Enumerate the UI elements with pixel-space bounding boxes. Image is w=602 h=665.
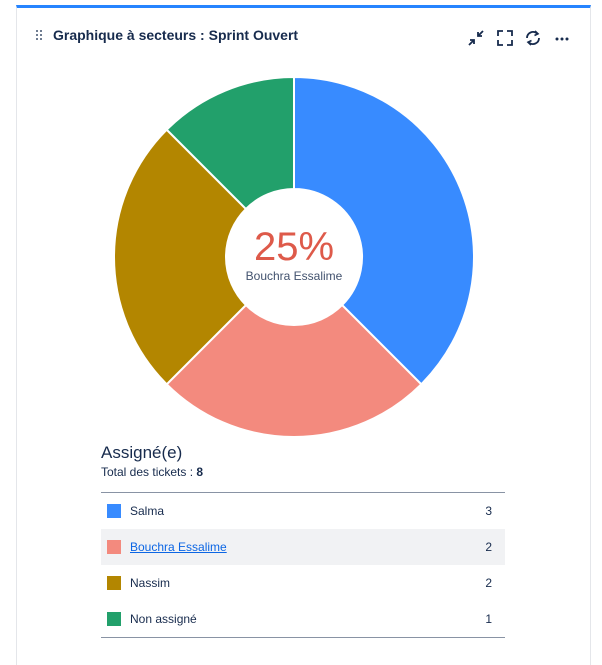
pie-slice-nassim[interactable]	[113, 128, 248, 386]
legend-count: 1	[485, 612, 492, 626]
center-percent: 25%	[253, 225, 335, 269]
refresh-icon[interactable]	[524, 29, 542, 47]
minimize-icon[interactable]	[467, 29, 485, 47]
pie-slice-bouchra-essalime[interactable]	[165, 303, 423, 438]
legend-row-non-assigne[interactable]: Non assigné 1	[101, 601, 505, 637]
legend-swatch	[107, 576, 121, 590]
legend-label: Non assigné	[130, 612, 197, 626]
pie-slice-non-assigné[interactable]	[165, 75, 295, 211]
legend-label: Salma	[130, 504, 165, 518]
legend-row-bouchra-essalime[interactable]: Bouchra Essalime 2	[101, 529, 505, 565]
legend-total: Total des tickets : 8	[101, 465, 203, 479]
total-label: Total des tickets :	[101, 465, 197, 479]
fullscreen-icon[interactable]	[496, 29, 514, 47]
legend-row-salma[interactable]: Salma 3	[101, 493, 505, 529]
drag-handle-icon[interactable]	[36, 30, 44, 42]
gadget-header: Graphique à secteurs : Sprint Ouvert	[17, 8, 590, 64]
legend-swatch	[107, 540, 121, 554]
legend-link[interactable]: Bouchra Essalime	[130, 540, 227, 554]
legend-count: 3	[485, 504, 492, 518]
pie-slice-salma[interactable]	[293, 75, 475, 386]
legend-row-nassim[interactable]: Nassim 2	[101, 565, 505, 601]
gadget-title: Graphique à secteurs : Sprint Ouvert	[53, 27, 299, 43]
legend-swatch	[107, 504, 121, 518]
legend-count: 2	[485, 576, 492, 590]
center-name: Bouchra Essalime	[245, 269, 343, 283]
legend-swatch	[107, 612, 121, 626]
more-icon[interactable]	[553, 29, 571, 47]
legend-table: Salma 3 Bouchra Essalime 2 Nassim 2 Non …	[101, 492, 505, 638]
total-value: 8	[196, 465, 204, 479]
legend-title: Assigné(e)	[101, 443, 183, 462]
legend-label: Nassim	[130, 576, 171, 590]
legend-count: 2	[485, 540, 492, 554]
